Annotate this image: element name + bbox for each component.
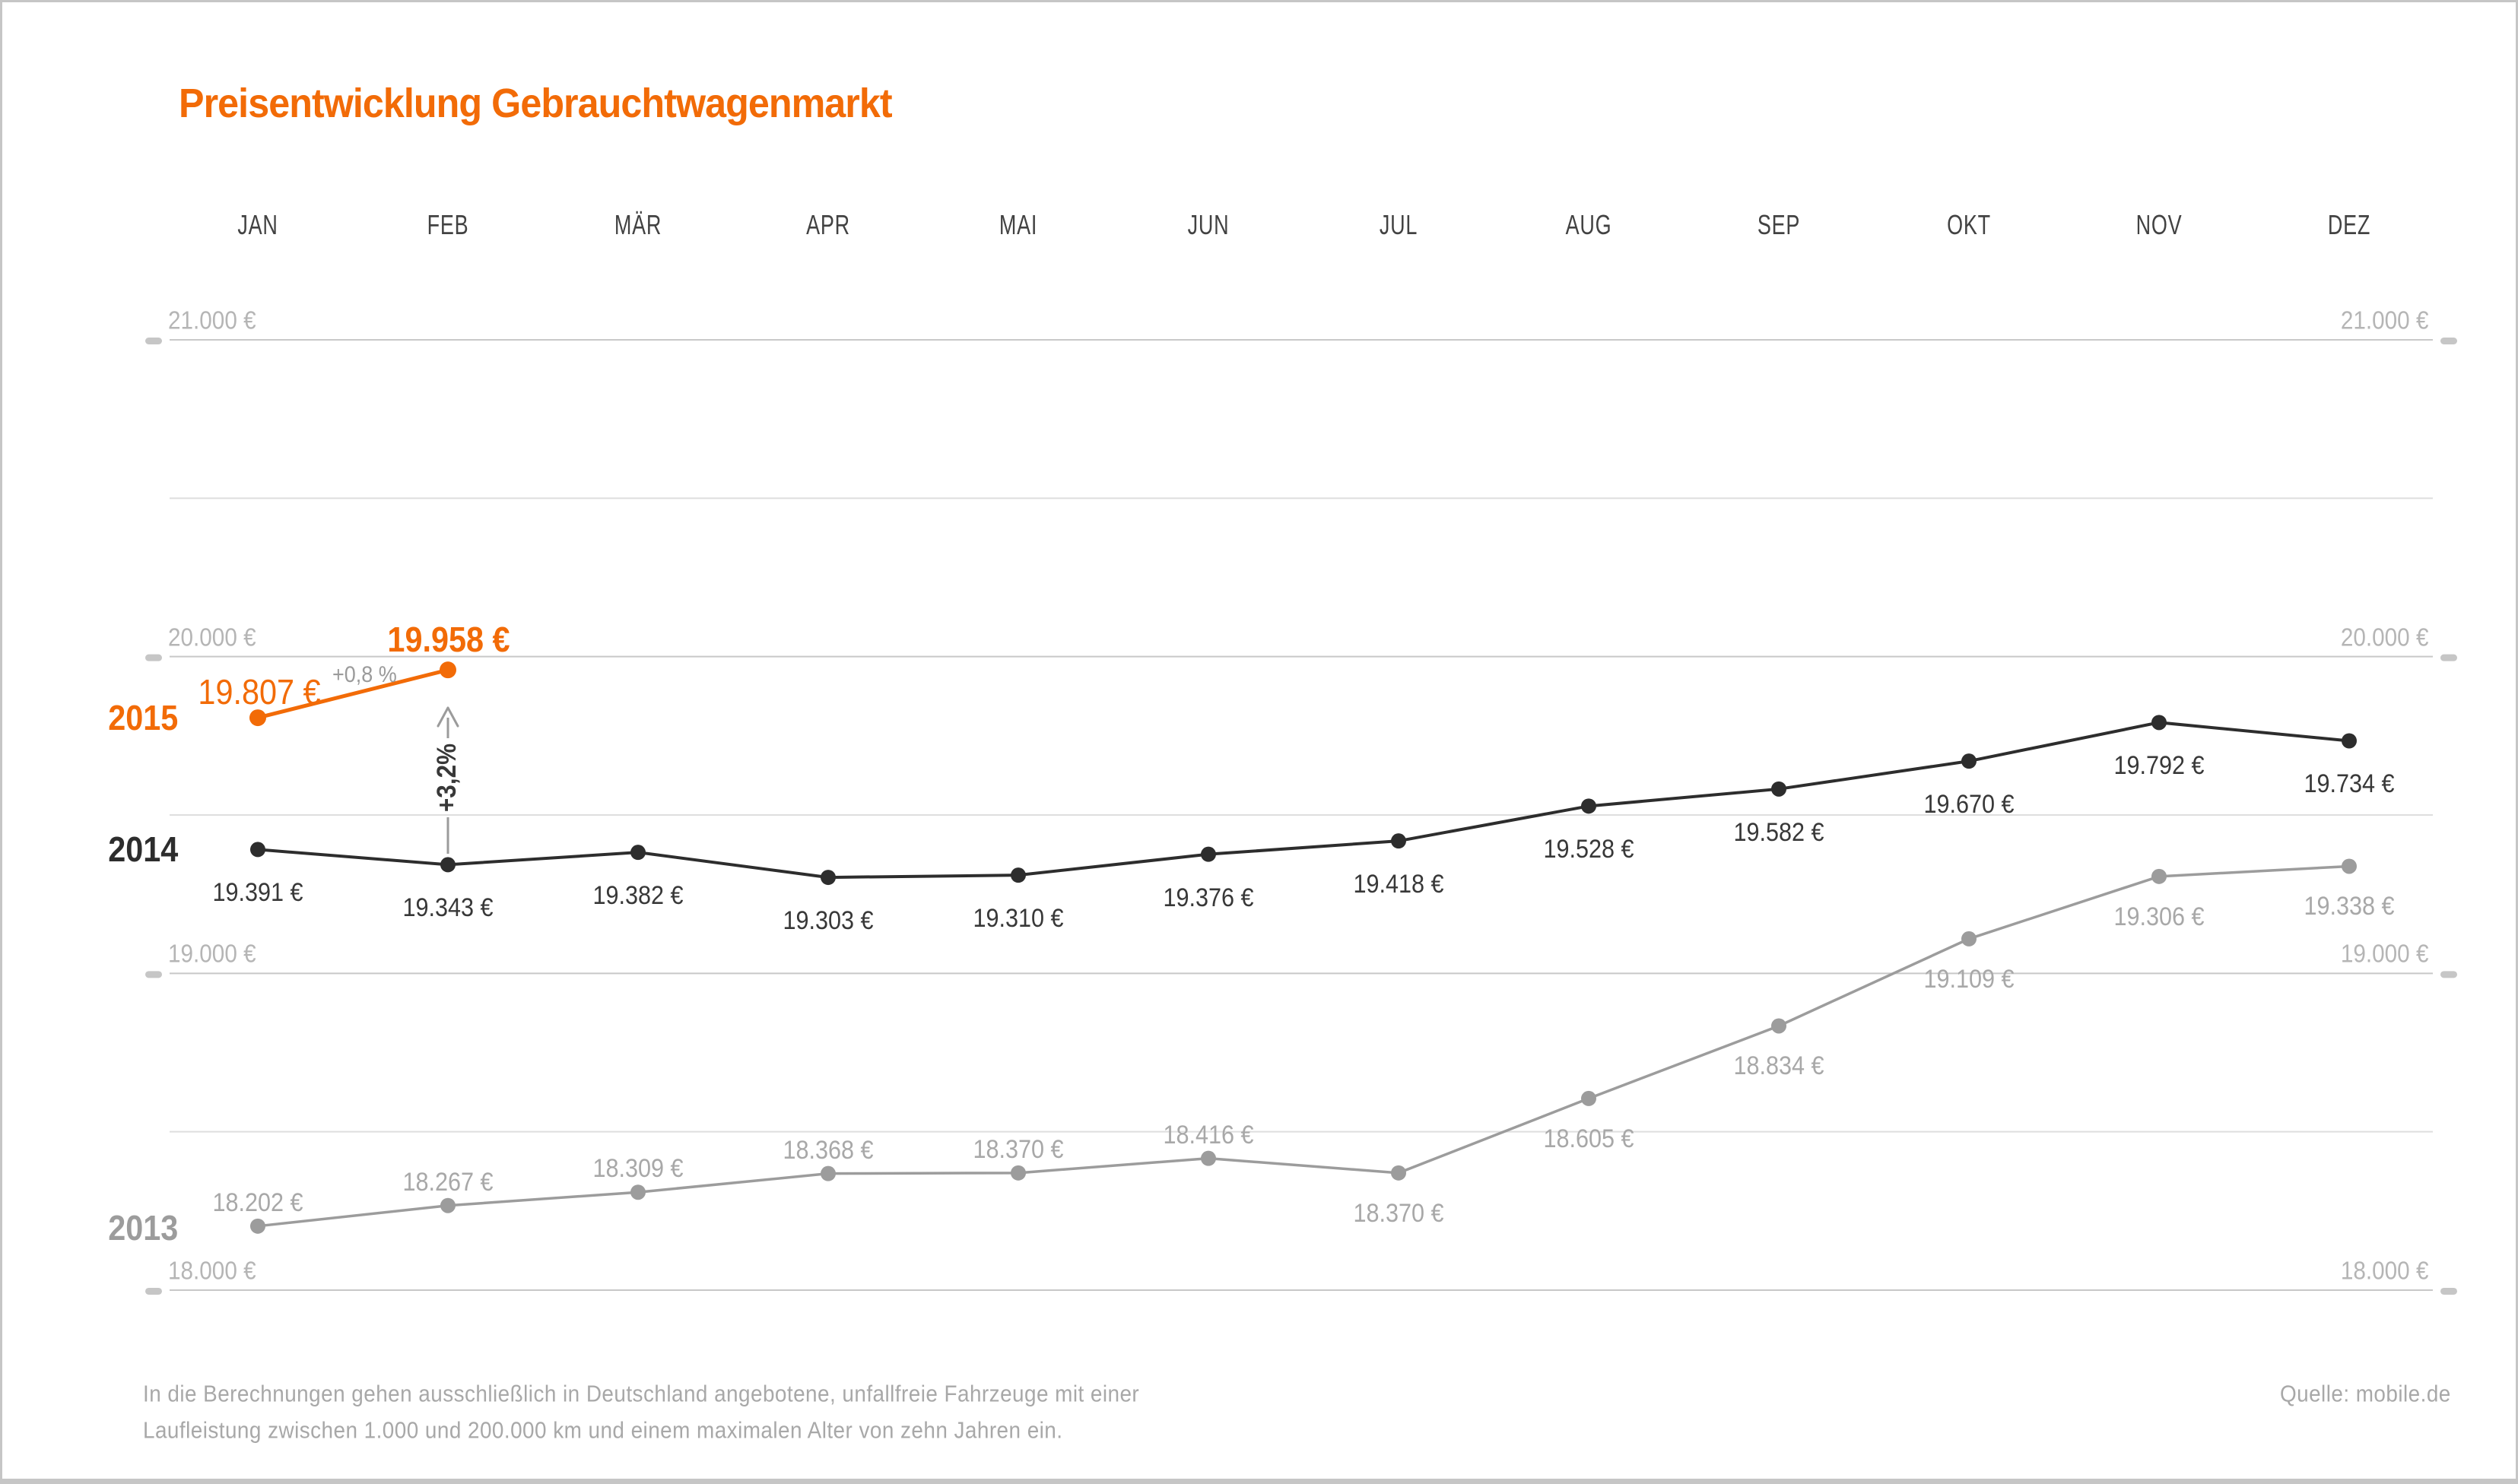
y-axis-label-right-19000: 19.000 € (2340, 939, 2428, 968)
label-2014-okt: 19.670 € (1923, 790, 2015, 820)
growth-annotation-jan-feb: +0,8 % (332, 662, 397, 687)
month-label-jul: JUL (1379, 209, 1418, 240)
label-2013-jan: 18.202 € (212, 1188, 303, 1217)
y-axis-label-left-18000: 18.000 € (168, 1256, 256, 1285)
month-label-nov: NOV (2135, 209, 2183, 240)
month-label-aug: AUG (1565, 209, 1612, 240)
point-2013-sep (1771, 1018, 1786, 1034)
series-line-2013 (257, 864, 2350, 1228)
footnote-line-2: Laufleistung zwischen 1.000 und 200.000 … (143, 1416, 1063, 1444)
point-2014-dez (2342, 733, 2357, 749)
series-line-2015 (257, 667, 449, 720)
label-2013-nov: 19.306 € (2113, 902, 2205, 931)
label-2014-jun: 19.376 € (1163, 883, 1254, 912)
month-label-jan: JAN (237, 209, 278, 240)
axis-tick-left-19000 (145, 971, 162, 978)
label-2013-aug: 18.605 € (1543, 1124, 1634, 1153)
y-axis-label-left-21000: 21.000 € (168, 306, 256, 335)
chart-title: Preisentwicklung Gebrauchtwagenmarkt (179, 81, 893, 126)
point-2013-jul (1391, 1165, 1406, 1181)
label-2013-feb: 18.267 € (402, 1167, 494, 1197)
label-2014-nov: 19.792 € (2113, 751, 2205, 781)
point-2014-jul (1391, 833, 1406, 849)
source-credit: Quelle: mobile.de (2280, 1380, 2451, 1407)
label-2015-jan: 19.807 € (198, 672, 321, 712)
point-2013-dez (2342, 858, 2357, 874)
growth-arrow-head (437, 706, 459, 728)
point-2014-aug (1581, 798, 1596, 814)
label-2014-mai: 19.310 € (973, 904, 1064, 934)
point-2013-okt (1961, 931, 1977, 947)
label-2014-jul: 19.418 € (1353, 870, 1444, 899)
month-label-sep: SEP (1757, 209, 1801, 240)
label-2014-aug: 19.528 € (1543, 835, 1634, 864)
label-2013-mai: 18.370 € (973, 1134, 1064, 1164)
series-line-2014 (257, 721, 2350, 880)
point-2014-mär (630, 845, 646, 861)
label-2013-apr: 18.368 € (783, 1135, 874, 1165)
label-2013-sep: 18.834 € (1733, 1051, 1824, 1081)
point-2013-jan (250, 1218, 265, 1234)
label-2014-jan: 19.391 € (212, 878, 303, 908)
footnote-line-1: In die Berechnungen gehen ausschließlich… (143, 1380, 1140, 1407)
axis-tick-right-18000 (2440, 1287, 2457, 1295)
year-label-2015: 2015 (107, 698, 178, 737)
y-axis-label-left-20000: 20.000 € (168, 623, 256, 652)
month-label-feb: FEB (427, 209, 469, 240)
point-2014-jun (1201, 846, 1216, 862)
point-2013-mai (1011, 1165, 1026, 1181)
label-2013-jul: 18.370 € (1353, 1198, 1444, 1228)
label-2014-apr: 19.303 € (783, 906, 874, 936)
month-label-apr: APR (806, 209, 850, 240)
label-2014-dez: 19.734 € (2304, 769, 2395, 799)
month-label-okt: OKT (1947, 209, 1991, 240)
point-2013-apr (821, 1165, 836, 1181)
label-2013-dez: 19.338 € (2304, 892, 2395, 921)
label-2014-sep: 19.582 € (1733, 817, 1824, 847)
axis-tick-right-21000 (2440, 338, 2457, 344)
point-2014-jan (250, 842, 265, 858)
point-2014-sep (1771, 781, 1786, 797)
label-2014-mär: 19.382 € (592, 881, 684, 911)
point-2013-mär (630, 1184, 646, 1200)
point-2014-nov (2151, 715, 2167, 731)
label-2013-mär: 18.309 € (592, 1154, 684, 1184)
label-2013-jun: 18.416 € (1163, 1120, 1254, 1149)
point-2013-feb (440, 1197, 456, 1213)
year-label-2013: 2013 (107, 1208, 178, 1248)
month-label-mär: MÄR (614, 209, 662, 240)
y-axis-label-right-21000: 21.000 € (2340, 306, 2428, 335)
point-2013-jun (1201, 1150, 1216, 1166)
axis-tick-left-21000 (145, 338, 162, 344)
point-2015-jan (249, 709, 266, 727)
year-label-2014: 2014 (107, 829, 178, 869)
point-2014-feb (440, 857, 456, 873)
point-2014-mai (1011, 867, 1026, 883)
y-axis-label-left-19000: 19.000 € (168, 939, 256, 968)
label-2015-feb: 19.958 € (387, 620, 510, 659)
point-2013-aug (1581, 1090, 1596, 1106)
month-label-dez: DEZ (2327, 209, 2371, 240)
axis-tick-right-19000 (2440, 971, 2457, 978)
month-label-mai: MAI (999, 209, 1038, 240)
growth-annotation-feb-yoy: +3,2% (432, 743, 462, 813)
axis-tick-right-20000 (2440, 654, 2457, 661)
axis-tick-left-18000 (145, 1287, 162, 1295)
month-label-jun: JUN (1187, 209, 1230, 240)
axis-tick-left-20000 (145, 654, 162, 661)
label-2013-okt: 19.109 € (1923, 964, 2015, 994)
point-2014-apr (821, 870, 836, 886)
y-axis-label-right-20000: 20.000 € (2340, 623, 2428, 652)
point-2013-nov (2151, 868, 2167, 884)
point-2015-feb (440, 661, 456, 679)
point-2014-okt (1961, 753, 1977, 769)
y-axis-label-right-18000: 18.000 € (2340, 1256, 2428, 1285)
label-2014-feb: 19.343 € (402, 893, 494, 923)
